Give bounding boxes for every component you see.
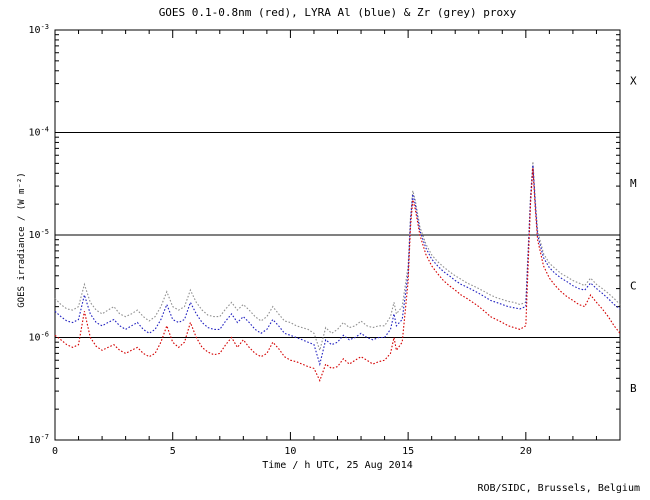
x-tick-label: 0 bbox=[52, 446, 58, 457]
y-tick-label: 10-7 bbox=[29, 433, 49, 446]
x-axis-label: Time / h UTC, 25 Aug 2014 bbox=[262, 460, 413, 471]
flare-class-label: M bbox=[630, 177, 637, 190]
x-tick-label: 5 bbox=[170, 446, 176, 457]
series-line-lyra-al-proxy bbox=[54, 165, 621, 367]
x-tick-label: 20 bbox=[520, 446, 532, 457]
credit-text: ROB/SIDC, Brussels, Belgium bbox=[477, 483, 640, 494]
series-line-goes-0-1-0-8nm bbox=[54, 167, 621, 383]
chart-title: GOES 0.1-0.8nm (red), LYRA Al (blue) & Z… bbox=[158, 6, 517, 19]
y-tick-label: 10-4 bbox=[29, 126, 49, 139]
flare-class-label: C bbox=[630, 280, 637, 293]
series-line-lyra-zr-proxy bbox=[54, 161, 621, 353]
x-tick-label: 10 bbox=[284, 446, 296, 457]
y-tick-label: 10-5 bbox=[29, 228, 49, 241]
flare-class-label: X bbox=[630, 75, 637, 88]
x-tick-label: 15 bbox=[402, 446, 414, 457]
y-tick-label: 10-6 bbox=[29, 331, 49, 344]
y-tick-label: 10-3 bbox=[29, 23, 49, 36]
flare-class-label: B bbox=[630, 382, 637, 395]
